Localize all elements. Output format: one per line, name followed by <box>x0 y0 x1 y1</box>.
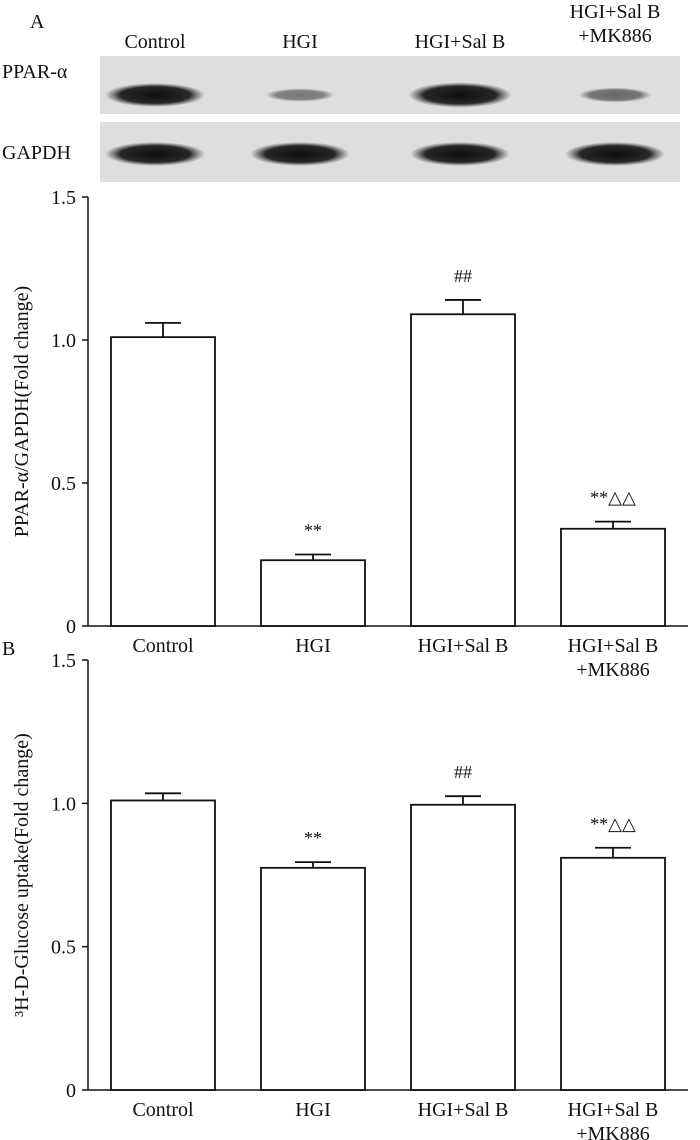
svg-text:HGI+Sal B: HGI+Sal B <box>570 1 661 23</box>
y-axis-label: ³H-D-Glucose uptake(Fold change) <box>11 733 33 1017</box>
y-tick-label: 0.5 <box>51 937 76 959</box>
y-tick-label: 1.0 <box>51 793 76 815</box>
y-tick-label: 0.5 <box>51 473 76 495</box>
x-category-label: HGI+Sal B +MK886 <box>568 1099 659 1140</box>
panel-label: B <box>2 638 15 660</box>
svg-text:HGI+Sal B: HGI+Sal B <box>415 31 506 53</box>
y-tick-label: 1.5 <box>51 187 76 209</box>
bar <box>260 559 366 627</box>
bar <box>410 803 516 1091</box>
x-category-label: Control <box>132 1099 194 1121</box>
bar <box>110 799 216 1091</box>
x-category-label: HGI+Sal B <box>418 635 509 657</box>
significance-label: ** <box>304 828 322 848</box>
blot-band <box>250 142 350 166</box>
svg-text:HGI: HGI <box>295 1099 331 1121</box>
blot-lane-label: HGI <box>282 31 318 53</box>
svg-text:Control: Control <box>132 635 194 657</box>
blot-lane-label: HGI+Sal B <box>415 31 506 53</box>
ppar-bar-chart: 0 0.5 1.0 1.5 PPAR-α/GAPDH(Fold change) Contr… <box>11 187 688 681</box>
x-category-label: HGI <box>295 1099 331 1121</box>
blot-strip <box>100 56 680 114</box>
blot-band <box>265 88 335 102</box>
y-axis-label: PPAR-α/GAPDH(Fold change) <box>11 286 33 537</box>
svg-text:HGI: HGI <box>282 31 318 53</box>
blot-band <box>565 142 665 166</box>
svg-text:+MK886: +MK886 <box>578 25 652 47</box>
svg-text:HGI+Sal B: HGI+Sal B <box>418 635 509 657</box>
x-category-label: HGI <box>295 635 331 657</box>
significance-label: ## <box>454 266 472 286</box>
bar <box>410 313 516 627</box>
blot-lane-label: HGI+Sal B+MK886 <box>570 1 661 47</box>
blot-band <box>408 82 512 108</box>
blot-band <box>410 142 510 166</box>
y-tick-label: 0 <box>66 1080 76 1102</box>
bar <box>260 866 366 1091</box>
svg-text:+MK886: +MK886 <box>576 1123 650 1140</box>
bar <box>110 336 216 627</box>
panel-a-label: A <box>30 11 45 33</box>
x-category-label: Control <box>132 635 194 657</box>
bar <box>560 856 666 1091</box>
blot-band <box>105 142 205 166</box>
significance-label: ## <box>454 762 472 782</box>
y-tick-label: 1.0 <box>51 330 76 352</box>
svg-text:+MK886: +MK886 <box>576 659 650 681</box>
svg-text:HGI+Sal B: HGI+Sal B <box>418 1099 509 1121</box>
x-category-label: HGI+Sal B <box>418 1099 509 1121</box>
blot-row-label: PPAR-α <box>2 61 68 83</box>
svg-text:HGI+Sal B: HGI+Sal B <box>568 635 659 657</box>
y-tick-label: 0 <box>66 616 76 638</box>
svg-text:Control: Control <box>124 31 186 53</box>
svg-text:Control: Control <box>132 1099 194 1121</box>
significance-label: **△△ <box>590 488 636 508</box>
blot-row-label: GAPDH <box>2 142 71 164</box>
blot-lane-label: Control <box>124 31 186 53</box>
bar <box>560 527 666 627</box>
svg-text:HGI+Sal B: HGI+Sal B <box>568 1099 659 1121</box>
y-tick-label: 1.5 <box>51 650 76 672</box>
blot-band <box>105 83 205 107</box>
significance-label: **△△ <box>590 814 636 834</box>
glucose-uptake-bar-chart: B 0 0.5 1.0 1.5 ³H-D-Glucose uptake(Fold chan… <box>2 638 688 1140</box>
x-category-label: HGI+Sal B+MK886 <box>568 635 659 681</box>
svg-text:HGI: HGI <box>295 635 331 657</box>
significance-label: ** <box>304 521 322 541</box>
blot-band <box>578 87 652 103</box>
